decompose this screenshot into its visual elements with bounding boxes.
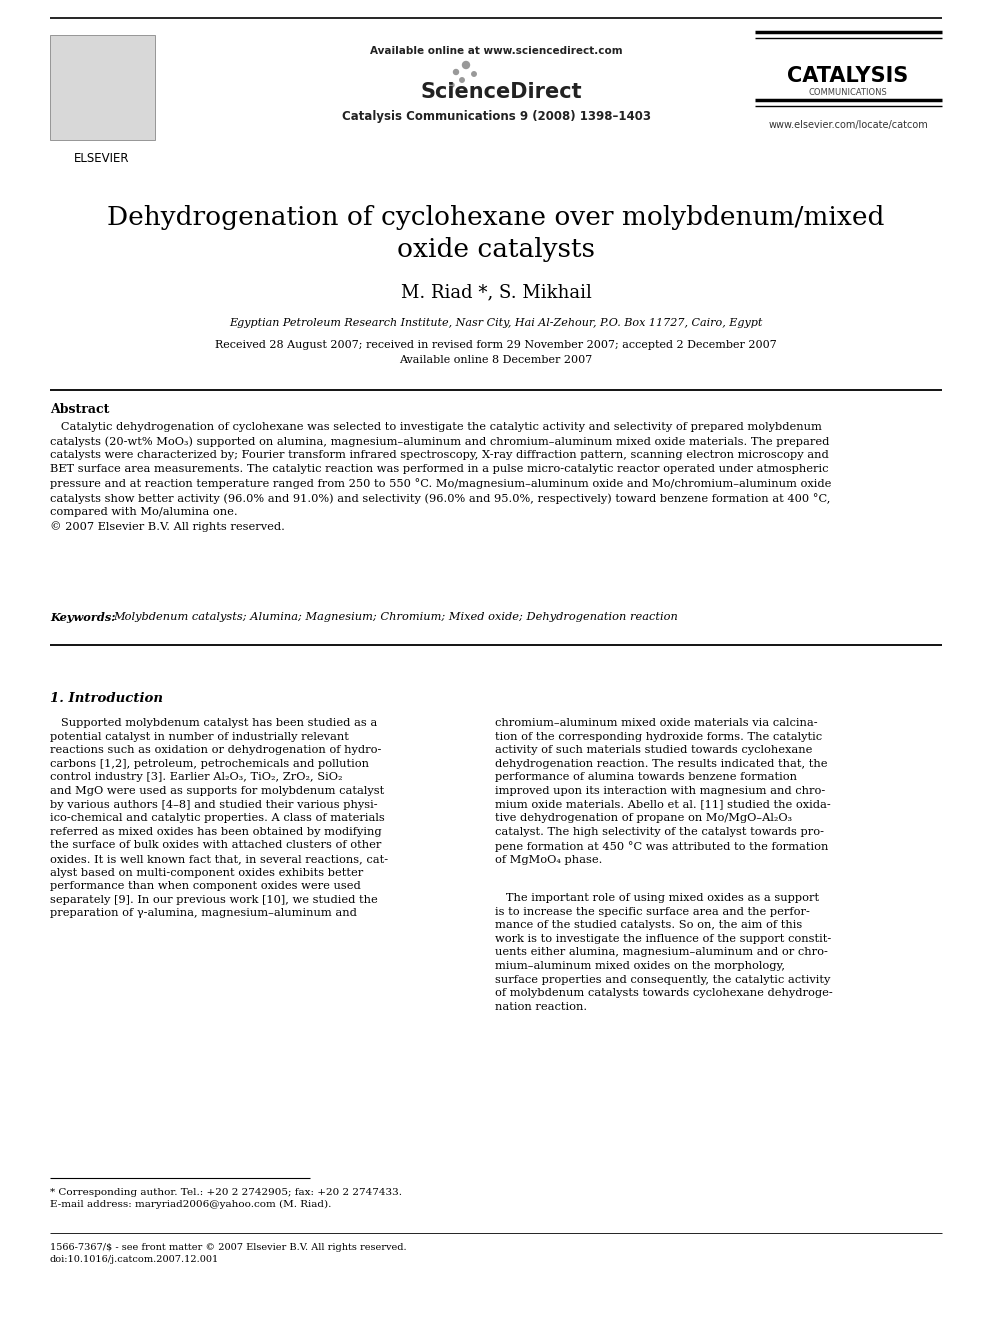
Text: Available online at www.sciencedirect.com: Available online at www.sciencedirect.co… [370,46,622,56]
Circle shape [450,83,454,87]
Text: chromium–aluminum mixed oxide materials via calcina-
tion of the corresponding h: chromium–aluminum mixed oxide materials … [495,718,830,865]
Text: www.elsevier.com/locate/catcom: www.elsevier.com/locate/catcom [768,120,928,130]
Text: M. Riad *, S. Mikhail: M. Riad *, S. Mikhail [401,283,591,302]
Circle shape [453,70,458,74]
Text: * Corresponding author. Tel.: +20 2 2742905; fax: +20 2 2747433.
E-mail address:: * Corresponding author. Tel.: +20 2 2742… [50,1188,402,1209]
Circle shape [462,61,469,69]
Text: Molybdenum catalysts; Alumina; Magnesium; Chromium; Mixed oxide; Dehydrogenation: Molybdenum catalysts; Alumina; Magnesium… [113,613,678,622]
Text: The important role of using mixed oxides as a support
is to increase the specifi: The important role of using mixed oxides… [495,893,832,1012]
Text: Catalytic dehydrogenation of cyclohexane was selected to investigate the catalyt: Catalytic dehydrogenation of cyclohexane… [50,422,831,532]
Text: Egyptian Petroleum Research Institute, Nasr City, Hai Al-Zehour, P.O. Box 11727,: Egyptian Petroleum Research Institute, N… [229,318,763,328]
Text: COMMUNICATIONS: COMMUNICATIONS [808,89,888,97]
Text: ScienceDirect: ScienceDirect [421,82,582,102]
Text: 1566-7367/$ - see front matter © 2007 Elsevier B.V. All rights reserved.
doi:10.: 1566-7367/$ - see front matter © 2007 El… [50,1244,407,1265]
Text: CATALYSIS: CATALYSIS [788,66,909,86]
Text: Catalysis Communications 9 (2008) 1398–1403: Catalysis Communications 9 (2008) 1398–1… [341,110,651,123]
Text: Keywords:: Keywords: [50,613,119,623]
Text: 1. Introduction: 1. Introduction [50,692,163,705]
Circle shape [472,71,476,77]
Text: Supported molybdenum catalyst has been studied as a
potential catalyst in number: Supported molybdenum catalyst has been s… [50,718,388,918]
Circle shape [459,78,464,82]
Text: Abstract: Abstract [50,404,109,415]
Text: ELSEVIER: ELSEVIER [74,152,130,165]
Text: Received 28 August 2007; received in revised form 29 November 2007; accepted 2 D: Received 28 August 2007; received in rev… [215,340,777,365]
Bar [50,34,155,140]
Text: Dehydrogenation of cyclohexane over molybdenum/mixed
oxide catalysts: Dehydrogenation of cyclohexane over moly… [107,205,885,262]
